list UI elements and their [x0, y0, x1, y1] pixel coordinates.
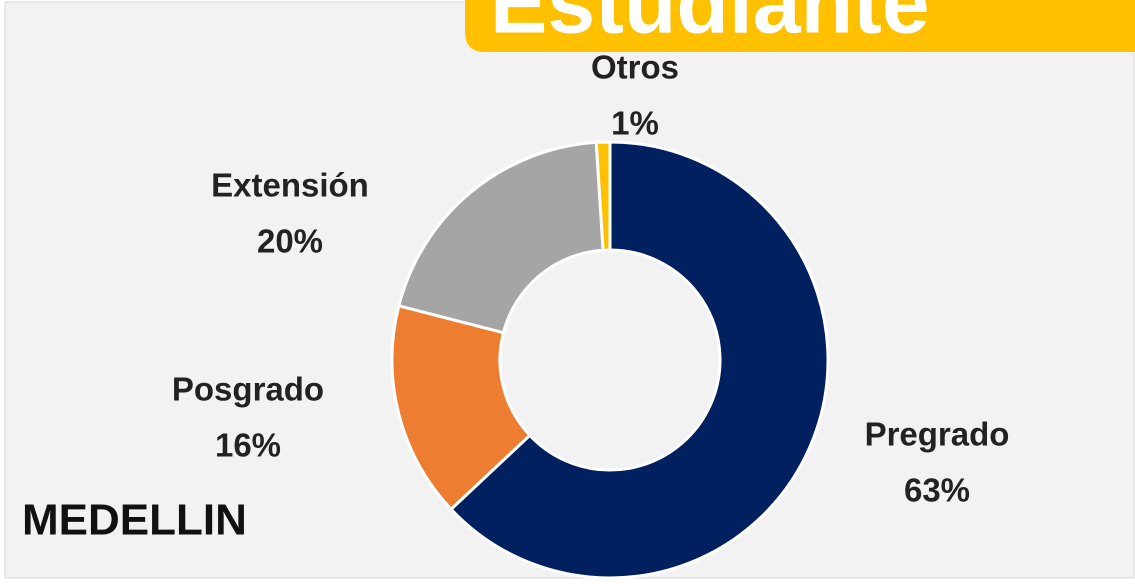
slice-category: Otros	[591, 49, 679, 86]
slice-value-label: 1%	[611, 105, 659, 142]
title-banner	[465, 0, 1135, 52]
chart-title: Estudiante	[490, 0, 930, 52]
slice-value-label: 20%	[257, 223, 323, 260]
slice-category: Pregrado	[865, 416, 1010, 453]
slice-value-label: 16%	[215, 427, 281, 464]
slice-category: Extensión	[211, 167, 369, 204]
donut-slice	[594, 140, 612, 252]
donut-slice	[390, 303, 532, 512]
slice-value-label: 63%	[904, 472, 970, 509]
donut-slice	[397, 140, 605, 335]
slice-category: Posgrado	[172, 371, 324, 408]
city-label: MEDELLIN	[22, 496, 247, 545]
donut-slice	[448, 140, 830, 580]
